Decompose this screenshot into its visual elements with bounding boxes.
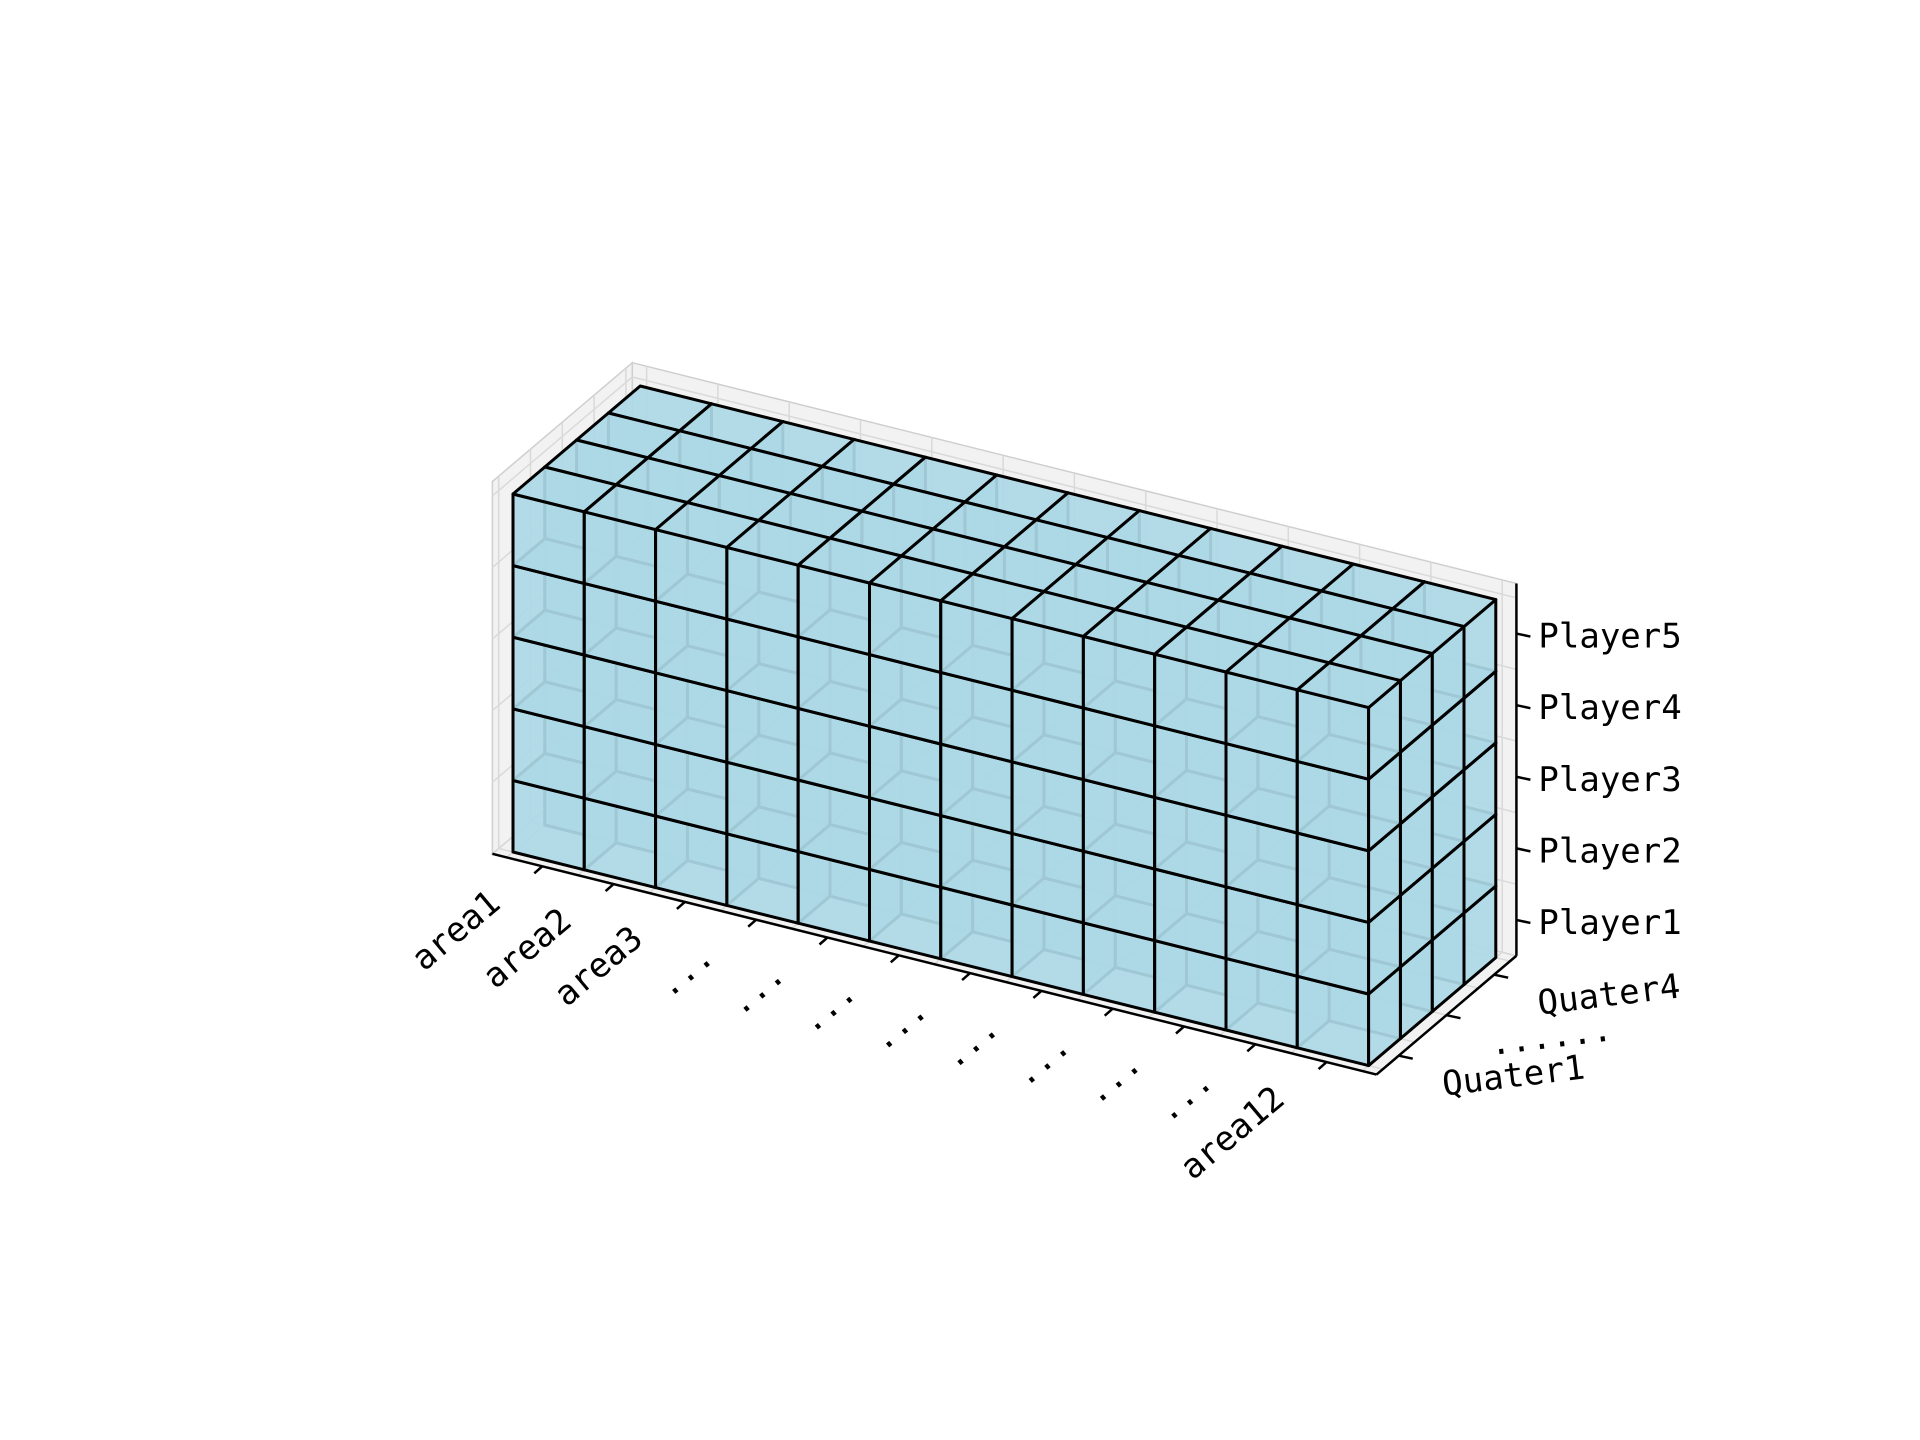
x-tick-label: ... bbox=[1006, 1025, 1079, 1095]
x-tick-label: ... bbox=[649, 936, 722, 1006]
voxel bbox=[1295, 661, 1402, 781]
y-tick bbox=[1446, 1013, 1461, 1020]
x-tick bbox=[889, 954, 900, 964]
y-tick bbox=[1493, 973, 1509, 979]
x-tick-label: ... bbox=[1077, 1043, 1150, 1113]
z-tick bbox=[1516, 703, 1531, 710]
z-tick-label: Player3 bbox=[1538, 760, 1681, 800]
y-tick-label: Quater4 bbox=[1535, 966, 1682, 1023]
x-tick-label: ... bbox=[721, 954, 794, 1024]
x-tick-label: ... bbox=[863, 989, 936, 1059]
z-tick bbox=[1516, 847, 1531, 853]
x-tick bbox=[1246, 1043, 1257, 1053]
z-tick bbox=[1516, 918, 1531, 925]
voxels bbox=[511, 384, 1498, 1068]
x-tick-label: ... bbox=[934, 1007, 1007, 1077]
x-tick bbox=[604, 883, 615, 893]
z-tick bbox=[1516, 775, 1531, 781]
axes bbox=[492, 583, 1531, 1076]
x-tick-label: ... bbox=[792, 972, 865, 1042]
voxel-top-face bbox=[1295, 661, 1402, 710]
x-axis-line bbox=[492, 852, 1377, 1076]
z-tick-label: Player1 bbox=[1538, 903, 1681, 943]
z-tick-label: Player5 bbox=[1538, 617, 1681, 657]
x-tick bbox=[747, 918, 758, 928]
x-tick bbox=[1175, 1025, 1185, 1035]
x-tick bbox=[676, 900, 686, 910]
x-tick bbox=[1317, 1061, 1328, 1071]
z-tick bbox=[1516, 632, 1531, 638]
x-tick bbox=[1103, 1007, 1114, 1017]
x-tick bbox=[533, 865, 544, 875]
x-tick bbox=[1032, 989, 1043, 999]
y-tick bbox=[1398, 1054, 1414, 1060]
x-tick bbox=[961, 972, 971, 982]
x-tick-label: ... bbox=[1148, 1061, 1221, 1131]
x-tick bbox=[818, 936, 829, 946]
z-tick-label: Player4 bbox=[1538, 688, 1681, 728]
z-gridline bbox=[491, 376, 1517, 599]
z-tick-label: Player2 bbox=[1538, 831, 1681, 871]
